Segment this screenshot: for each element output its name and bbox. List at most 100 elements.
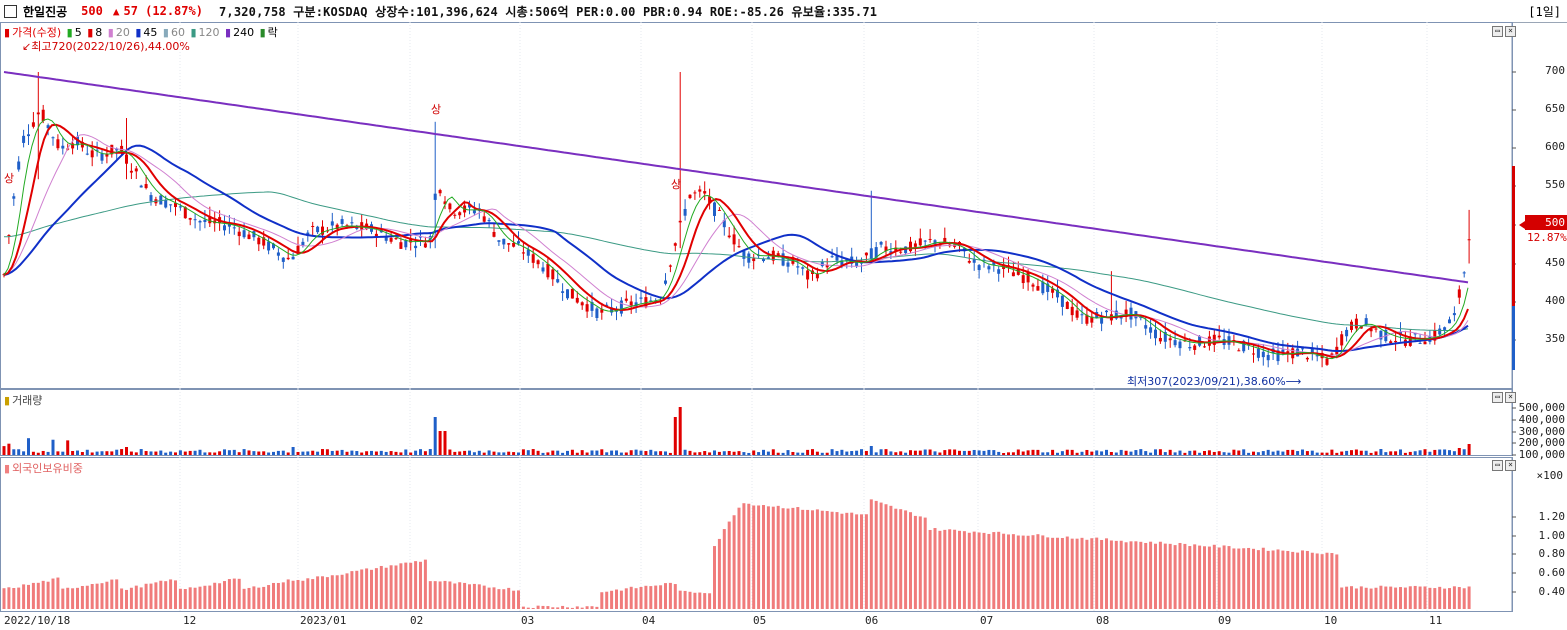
volume-minimize-icon[interactable]: ▭ <box>1492 392 1503 403</box>
foreign-bar <box>1394 587 1398 609</box>
foreign-bar <box>982 532 986 609</box>
candle-body <box>526 249 530 256</box>
foreign-bar <box>771 506 775 609</box>
foreign-close-icon[interactable]: × <box>1505 460 1516 471</box>
candle-body <box>624 298 628 301</box>
volume-bar <box>1041 452 1045 455</box>
candle-body <box>1350 321 1353 330</box>
ytick-450: 450 <box>1545 256 1565 269</box>
volume-bar <box>487 450 491 455</box>
volume-bar <box>1359 450 1363 455</box>
candle-body <box>556 279 560 283</box>
foreign-bar <box>1212 544 1216 609</box>
foreign-bar <box>281 582 285 609</box>
foreign-bar <box>1070 538 1074 609</box>
candle-body <box>169 204 173 206</box>
foreign-minimize-icon[interactable]: ▭ <box>1492 460 1503 471</box>
price-legend: ▮ 가격(수정) ▮ 5 ▮ 8 ▮ 20 ▮ 45 ▮ 60 ▮ 120 ▮ 240 ▮ 락 <box>4 24 280 40</box>
candle-body <box>992 261 996 265</box>
volume-bar <box>1183 452 1187 455</box>
volume-bar <box>1109 451 1113 455</box>
volume-bar <box>443 431 447 455</box>
volume-bar <box>428 449 432 455</box>
volume-bar <box>815 451 819 455</box>
candle-body <box>472 210 476 214</box>
foreign-bar <box>1350 586 1353 609</box>
volume-bar <box>1335 452 1339 455</box>
legend-ma60-marker: ▮ <box>162 26 169 39</box>
candle-body <box>51 137 55 139</box>
foreign-bar <box>737 507 741 609</box>
candle-body <box>517 241 520 244</box>
foreign-bar <box>526 607 530 609</box>
foreign-bar <box>1085 539 1089 609</box>
pane-minimize-icon[interactable]: ▭ <box>1492 26 1503 37</box>
candle-body <box>139 185 143 188</box>
volume-bar <box>1144 451 1148 455</box>
vol-ytick-200000: 200,000 <box>1518 436 1565 449</box>
foreign-bar <box>1428 587 1432 609</box>
candle-body <box>443 201 447 205</box>
volume-close-icon[interactable]: × <box>1505 392 1516 403</box>
legend-price-marker: ▮ <box>4 26 11 39</box>
candle-body <box>41 109 45 121</box>
candle-body <box>198 220 202 223</box>
volume-bar <box>1090 451 1094 455</box>
foreign-bar <box>438 581 442 609</box>
candle-body <box>801 267 805 269</box>
volume-bar <box>717 451 721 455</box>
foreign-bar <box>301 580 305 609</box>
candle-body <box>502 238 506 245</box>
foreign-bar <box>345 573 349 609</box>
period-selector[interactable]: [1일] <box>1528 5 1561 19</box>
volume-bar <box>605 452 609 455</box>
candle-body <box>296 245 300 255</box>
stock-name[interactable]: 한일진공 <box>23 4 68 19</box>
foreign-chart[interactable] <box>0 457 1567 612</box>
candle-body <box>776 253 780 257</box>
xlabel-06: 06 <box>865 614 879 627</box>
foreign-bar <box>869 499 873 609</box>
foreign-bar <box>732 515 736 609</box>
foreign-bar <box>110 579 114 609</box>
foreign-bar <box>1051 537 1055 609</box>
candle-body <box>340 219 344 224</box>
volume-bar <box>110 451 114 455</box>
foreign-pane[interactable]: ▮ 외국인보유비중 ▭ × 1.20 1.00 0.80 0.60 0.40 <box>0 457 1567 612</box>
price-chart[interactable] <box>0 22 1567 389</box>
candle-body <box>1217 335 1221 338</box>
volume-bar <box>1452 451 1456 455</box>
candle-body <box>257 237 261 245</box>
volume-pane[interactable]: ▮ 거래량 ▭ × 500,000 400,000 300,000 200,000… <box>0 389 1567 460</box>
volume-bar <box>796 452 800 455</box>
pane-close-icon[interactable]: × <box>1505 26 1516 37</box>
candle-body <box>531 254 535 263</box>
volume-bar <box>1310 450 1314 455</box>
volume-bar <box>1261 451 1265 455</box>
volume-bar <box>1291 449 1295 455</box>
candle-body <box>1203 346 1206 348</box>
volume-chart[interactable] <box>0 389 1567 456</box>
volume-bar <box>174 452 177 455</box>
candle-body <box>1085 314 1089 324</box>
volume-bar <box>41 450 45 455</box>
candle-body <box>272 243 275 249</box>
volume-bar <box>463 450 467 455</box>
price-pane[interactable]: ▮ 가격(수정) ▮ 5 ▮ 8 ▮ 20 ▮ 45 ▮ 60 ▮ 120 ▮ 240 ▮ 락 ↙… <box>0 22 1567 389</box>
volume-bar <box>291 447 295 455</box>
foreign-bar <box>884 504 888 609</box>
volume-bar <box>17 449 21 455</box>
stock-select-checkbox[interactable] <box>4 4 17 18</box>
up-arrow-icon: ▲ <box>112 4 120 18</box>
foreign-bar <box>850 512 854 609</box>
candle-body <box>1026 271 1030 283</box>
candle-body <box>414 245 418 249</box>
foreign-bar <box>825 511 829 609</box>
foreign-bar <box>262 586 266 609</box>
volume-bar <box>860 449 863 455</box>
candle-body <box>1389 341 1393 344</box>
foreign-bar <box>276 582 280 609</box>
foreign-bar <box>561 605 565 609</box>
volume-bar <box>742 452 746 455</box>
candle-body <box>864 252 868 256</box>
